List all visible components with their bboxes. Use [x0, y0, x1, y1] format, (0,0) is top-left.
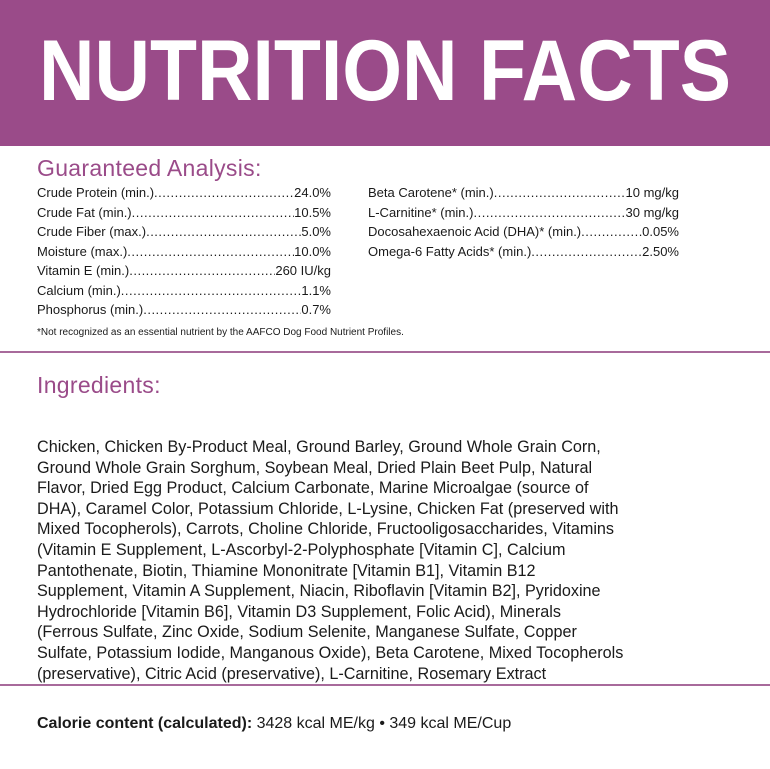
nutrient-value: 0.05%	[642, 224, 679, 239]
nutrient-label: Beta Carotene* (min.)	[368, 185, 494, 200]
analysis-row: Crude Fiber (max.) 5.0%	[37, 222, 331, 242]
divider	[0, 684, 770, 686]
ingredients-line: (Vitamin E Supplement, L-Ascorbyl-2-Poly…	[37, 540, 566, 559]
ingredients-line: Hydrochloride [Vitamin B6], Vitamin D3 S…	[37, 602, 561, 621]
nutrient-value: 5.0%	[301, 224, 331, 239]
nutrient-label: Omega-6 Fatty Acids* (min.)	[368, 243, 532, 259]
dot-leader	[127, 242, 294, 262]
nutrient-value: 10.5%	[294, 204, 331, 220]
nutrient-label: Crude Fiber (max.)	[37, 224, 147, 239]
nutrient-label: Phosphorus (min.)	[37, 302, 144, 317]
dot-leader	[581, 222, 642, 242]
nutrient-label: Moisture (max.)	[37, 243, 128, 259]
analysis-row: Vitamin E (min.) 260 IU/kg	[37, 261, 331, 281]
ingredients-line: Supplement, Vitamin A Supplement, Niacin…	[37, 582, 601, 601]
nutrient-value: 0.7%	[301, 302, 331, 317]
nutrient-label: Crude Protein (min.)	[37, 185, 155, 200]
dot-leader	[143, 300, 301, 320]
dot-leader	[121, 281, 302, 301]
nutrient-value: 1.1%	[301, 282, 331, 298]
ingredients-line: Ground Whole Grain Sorghum, Soybean Meal…	[37, 458, 593, 477]
analysis-row: Crude Fat (min.) 10.5%	[37, 203, 331, 223]
analysis-left-column: Crude Protein (min.) 24.0% Crude Fat (min.…	[37, 183, 331, 320]
nutrient-value: 10.0%	[294, 243, 331, 259]
calorie-content: Calorie content (calculated): 3428 kcal …	[37, 715, 511, 733]
nutrient-value: 10 mg/kg	[625, 185, 679, 200]
dot-leader	[494, 183, 626, 203]
ingredients-list: Chicken, Chicken By-Product Meal, Ground…	[37, 437, 623, 684]
dot-leader	[146, 222, 301, 242]
ingredients-line: Flavor, Dried Egg Product, Calcium Carbo…	[37, 479, 589, 498]
nutrient-value: 2.50%	[642, 243, 679, 259]
nutrient-label: Calcium (min.)	[37, 282, 121, 298]
divider	[0, 351, 770, 353]
calorie-label: Calorie content (calculated):	[37, 715, 253, 732]
dot-leader	[129, 261, 275, 281]
analysis-row: Moisture (max.) 10.0%	[37, 242, 331, 262]
ingredients-line: Sulfate, Potassium Iodide, Manganous Oxi…	[37, 643, 624, 662]
ingredients-line: (Ferrous Sulfate, Zinc Oxide, Sodium Sel…	[37, 623, 577, 642]
footnote: *Not recognized as an essential nutrient…	[37, 327, 404, 338]
analysis-row: Calcium (min.) 1.1%	[37, 281, 331, 301]
ingredients-line: Pantothenate, Biotin, Thiamine Mononitra…	[37, 561, 536, 580]
dot-leader	[154, 183, 294, 203]
ingredients-heading: Ingredients:	[37, 372, 161, 398]
analysis-row: L-Carnitine* (min.) 30 mg/kg	[368, 203, 679, 223]
nutrient-label: L-Carnitine* (min.)	[368, 204, 474, 220]
ingredients-line: Chicken, Chicken By-Product Meal, Ground…	[37, 438, 601, 456]
analysis-row: Omega-6 Fatty Acids* (min.) 2.50%	[368, 242, 679, 262]
nutrient-value: 24.0%	[294, 185, 331, 200]
analysis-row: Phosphorus (min.) 0.7%	[37, 300, 331, 320]
calorie-value: 3428 kcal ME/kg • 349 kcal ME/Cup	[256, 715, 512, 732]
nutrient-label: Crude Fat (min.)	[37, 204, 132, 220]
nutrient-value: 30 mg/kg	[625, 204, 679, 220]
analysis-row: Docosahexaenoic Acid (DHA)* (min.) 0.05%	[368, 222, 679, 242]
ingredients-line: DHA), Caramel Color, Potassium Chloride,…	[37, 499, 619, 518]
ingredients-line: (preservative), Citric Acid (preservativ…	[37, 664, 547, 683]
dot-leader	[473, 203, 625, 223]
analysis-row: Crude Protein (min.) 24.0%	[37, 183, 331, 203]
nutrient-label: Docosahexaenoic Acid (DHA)* (min.)	[368, 224, 582, 239]
title-svg: NUTRITION FACTS	[39, 23, 731, 119]
nutrient-value: 260 IU/kg	[275, 263, 331, 278]
dot-leader	[531, 242, 642, 262]
nutrient-label: Vitamin E (min.)	[37, 263, 130, 278]
analysis-row: Beta Carotene* (min.) 10 mg/kg	[368, 183, 679, 203]
dot-leader	[132, 203, 294, 223]
page-title: NUTRITION FACTS	[39, 23, 731, 119]
ingredients-line: Mixed Tocopherols), Carrots, Choline Chl…	[37, 520, 615, 539]
guaranteed-analysis-heading: Guaranteed Analysis:	[37, 155, 262, 181]
title-banner: NUTRITION FACTS	[0, 0, 770, 146]
analysis-right-column: Beta Carotene* (min.) 10 mg/kg L-Carnitine…	[368, 183, 679, 261]
